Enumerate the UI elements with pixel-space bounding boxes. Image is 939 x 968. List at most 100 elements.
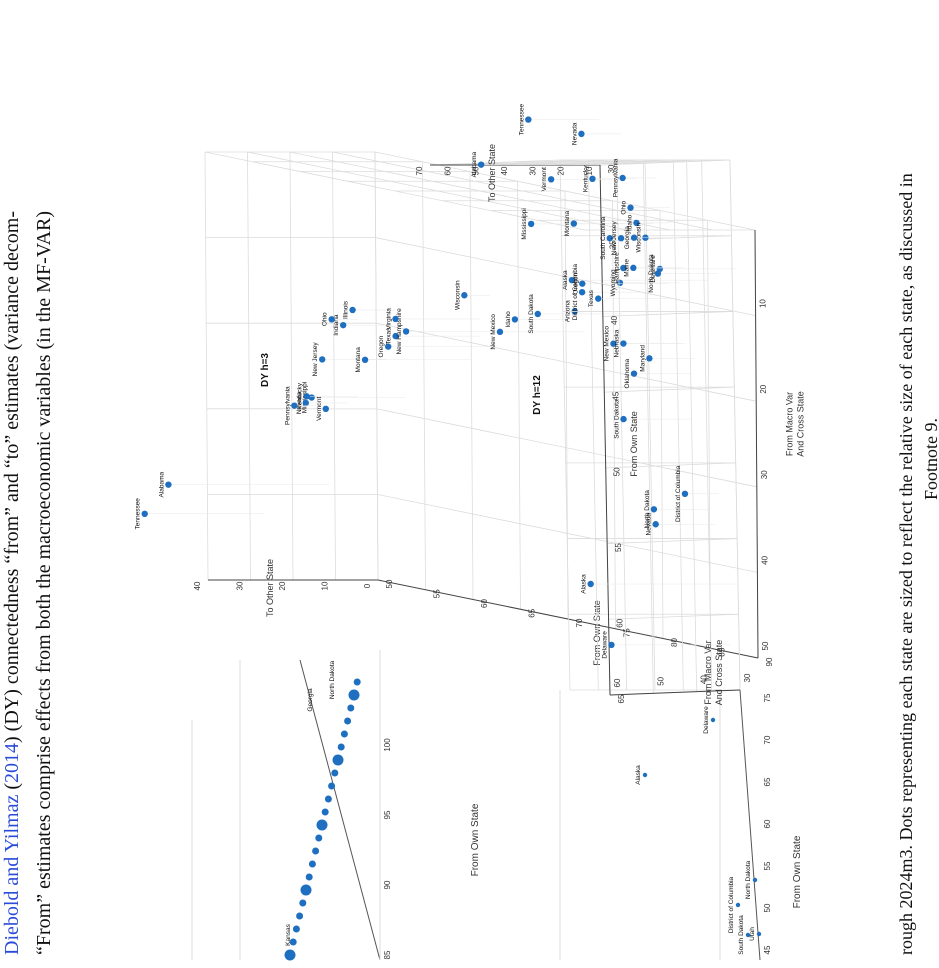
grid-line <box>608 613 739 620</box>
grid <box>429 159 741 696</box>
caption-citation-link[interactable]: Diebold and Yilmaz <box>1 795 23 955</box>
data-point <box>461 292 468 299</box>
grid-line <box>672 159 684 691</box>
grid-line <box>247 151 628 231</box>
grid-line <box>659 210 664 639</box>
point-label: Ohio <box>322 312 329 326</box>
data-point <box>324 795 332 803</box>
point-label: Alaska <box>562 270 569 290</box>
y-tick-label: 30 <box>743 673 752 682</box>
grid-line <box>517 181 521 610</box>
data-point <box>710 717 716 723</box>
data-point <box>353 678 361 686</box>
z-tick-label: 10 <box>321 581 330 590</box>
point-label: Vermont <box>541 167 548 191</box>
grid-line <box>644 159 656 691</box>
data-point <box>296 912 304 920</box>
y-axis-label: From Macro Var <box>703 640 713 704</box>
data-point <box>337 743 345 751</box>
partial-upper-axis <box>299 659 381 961</box>
data-point <box>578 289 586 296</box>
data-point <box>589 175 596 183</box>
z-tick-label: 70 <box>415 166 424 175</box>
data-point <box>630 264 637 272</box>
point-label: Kentucky <box>297 382 304 409</box>
x-axis-line <box>599 164 611 696</box>
y-axis-line <box>609 689 741 696</box>
data-point <box>578 130 585 138</box>
point-label: Georgia <box>624 226 631 250</box>
x-tick-label: 60 <box>616 618 625 627</box>
point-label: South Dakota <box>614 399 621 439</box>
grid-line <box>289 151 294 581</box>
point-label: Georgia <box>307 688 314 712</box>
point-label: Vermont <box>316 397 323 421</box>
caption-citation-year[interactable]: 2014 <box>1 743 23 783</box>
point-label: New Mexico <box>490 314 497 350</box>
point-label: Maine <box>623 259 630 277</box>
grid-line <box>289 151 671 231</box>
grid-line <box>701 159 713 691</box>
x-tick-label: 90 <box>765 657 774 666</box>
partial-lower-x-tick: 70 <box>763 735 772 744</box>
data-point <box>616 279 624 287</box>
point-label: Montana <box>355 347 362 373</box>
data-point <box>303 393 310 400</box>
point-label: Maryland <box>639 345 646 372</box>
data-point <box>392 315 399 323</box>
data-point <box>300 884 312 896</box>
grid-line <box>559 159 571 691</box>
point-label: District of Columbia <box>728 876 735 933</box>
grid-line <box>332 151 713 231</box>
point-label: North Dakota <box>648 254 655 293</box>
grid-line <box>469 171 474 600</box>
data-point <box>619 174 626 182</box>
data-point <box>328 782 336 790</box>
axes <box>430 164 741 696</box>
data-point <box>308 860 316 868</box>
x-tick-label: 45 <box>611 391 620 400</box>
grid-line <box>642 163 654 694</box>
data-point <box>627 204 634 211</box>
data-point <box>745 932 751 938</box>
point-label: Alabama <box>471 151 478 177</box>
partial-lower-x-tick: 60 <box>763 819 772 828</box>
point-label: District of Columbia <box>572 264 579 321</box>
partial-upper-x-tick: 90 <box>383 880 392 889</box>
data-point <box>595 295 602 302</box>
z-tick-label: 20 <box>557 166 566 175</box>
data-point <box>141 510 148 517</box>
z-tick-label: 30 <box>528 166 537 175</box>
point-label: Oklahoma <box>624 358 631 388</box>
data-point <box>291 402 298 409</box>
point-label: Pennsylvania <box>613 158 620 197</box>
chart-dy-h3: 50 55 60 65 70 75 80 85 90 10 20 30 40 50 0 10 20 30 40 Fro… <box>135 151 806 666</box>
y-tick-label: 40 <box>760 555 769 564</box>
tick-labels: 30 35 40 45 50 55 60 65 30 40 50 60 10 20 30 40 50 60 70 Fr… <box>415 144 752 705</box>
grid-line <box>429 159 561 166</box>
y-tick-label: 60 <box>613 678 622 687</box>
grid-line <box>612 200 616 629</box>
grid-line <box>599 159 731 166</box>
bottom-caption-line1: rough 2024m3. Dots representing each sta… <box>896 173 916 955</box>
grid-line <box>374 151 379 581</box>
y-axis-label: And Cross State <box>714 640 724 706</box>
z-tick-label: 40 <box>500 166 509 175</box>
x-tick-label: 75 <box>623 628 632 637</box>
data-point <box>534 310 541 318</box>
point-label: Nevada <box>646 513 653 536</box>
partial-chart-upper: From Own State 85 90 95 100 Kansas Georgia No… <box>191 650 481 961</box>
grid-line <box>514 159 646 166</box>
point-label: Alaska <box>635 765 642 785</box>
data-point <box>299 899 307 907</box>
point-label: North Dakota <box>745 860 752 899</box>
grid-line <box>376 408 757 488</box>
point-label: Delaware <box>601 631 608 659</box>
grid-line <box>204 151 209 581</box>
data-point <box>321 808 329 816</box>
point-label: New Mexico <box>603 326 610 362</box>
partial-lower-x-tick: 65 <box>763 777 772 786</box>
point-label: Utah <box>749 927 756 941</box>
data-point <box>318 356 326 363</box>
